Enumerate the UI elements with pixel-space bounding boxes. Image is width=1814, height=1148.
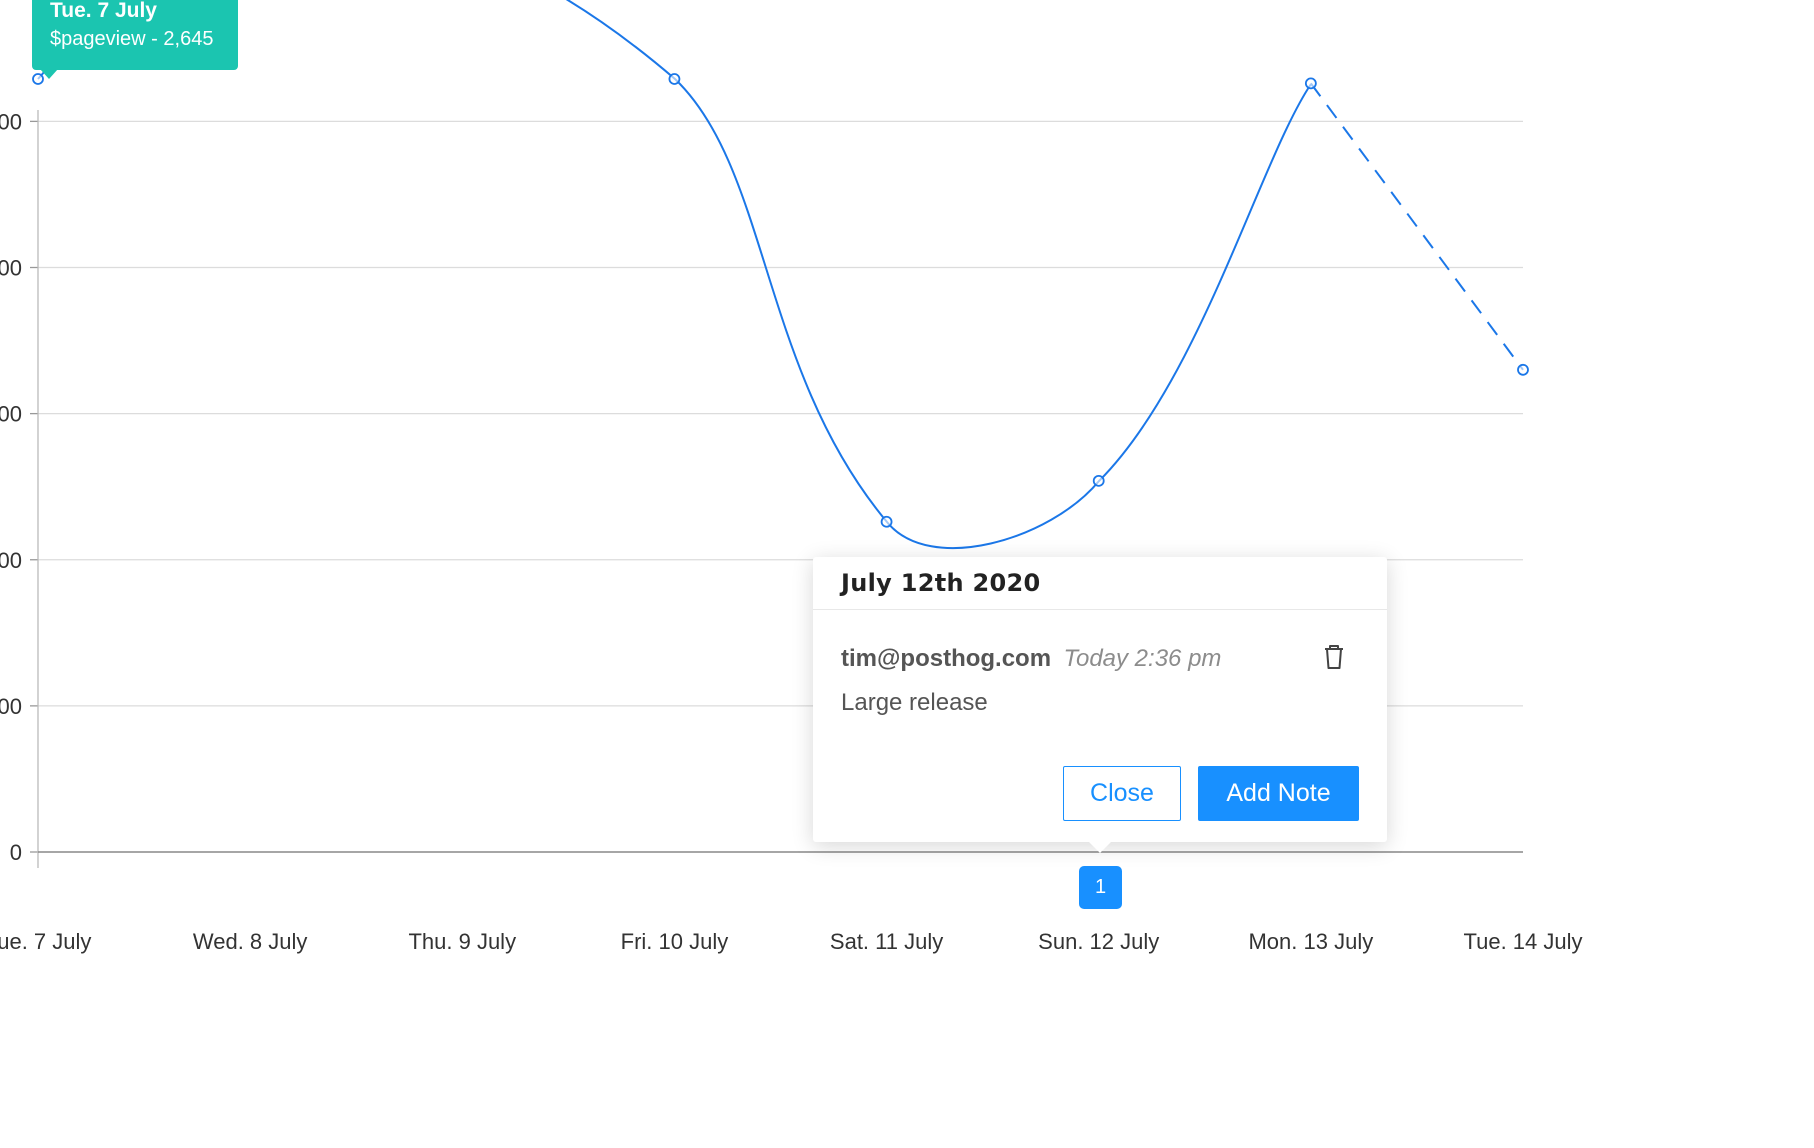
x-tick-label: Fri. 10 July xyxy=(621,929,729,954)
x-tick-label: Wed. 8 July xyxy=(193,929,308,954)
pageview-series-line xyxy=(37,0,1312,550)
annotation-popover: July 12th 2020 tim@posthog.com Today 2:3… xyxy=(813,557,1387,853)
x-tick-label: Sun. 12 July xyxy=(1038,929,1159,954)
x-tick-label: Tue. 7 July xyxy=(0,929,91,954)
note-time: Today 2:36 pm xyxy=(1063,645,1222,672)
data-point[interactable] xyxy=(880,515,893,528)
note-author: tim@posthog.com xyxy=(841,645,1052,672)
data-point-tooltip: Tue. 7 July $pageview - 2,645 xyxy=(32,0,238,79)
data-point[interactable] xyxy=(668,73,681,85)
note-text: Large release xyxy=(841,689,988,716)
popover-caret xyxy=(1089,842,1111,853)
close-button[interactable]: Close xyxy=(1063,766,1181,821)
x-tick-label: Mon. 13 July xyxy=(1248,929,1373,954)
annotation-note-meta: tim@posthog.com Today 2:36 pm xyxy=(841,645,1359,675)
annotation-date: July 12th 2020 xyxy=(813,557,1387,610)
y-tick-label: 1,500 xyxy=(0,402,22,427)
data-point[interactable] xyxy=(1517,363,1529,376)
x-tick-label: Sat. 11 July xyxy=(830,929,943,954)
data-point[interactable] xyxy=(1092,474,1105,487)
tooltip-title: Tue. 7 July xyxy=(50,0,157,22)
y-tick-label: 500 xyxy=(0,694,22,719)
x-tick-label: Thu. 9 July xyxy=(408,929,516,954)
data-point[interactable] xyxy=(1304,77,1317,90)
tooltip-value: $pageview - 2,645 xyxy=(50,28,214,50)
y-tick-label: 0 xyxy=(10,840,22,865)
add-note-button[interactable]: Add Note xyxy=(1198,766,1359,821)
y-tick-label: 2,000 xyxy=(0,256,22,281)
pageview-series-dashed-segment xyxy=(1310,82,1524,371)
x-tick-label: Tue. 14 July xyxy=(1463,929,1582,954)
annotation-badge[interactable]: 1 xyxy=(1079,866,1122,909)
y-tick-label: 1,000 xyxy=(0,548,22,573)
y-tick-label: 2,500 xyxy=(0,109,22,134)
trash-icon[interactable] xyxy=(1321,643,1347,671)
